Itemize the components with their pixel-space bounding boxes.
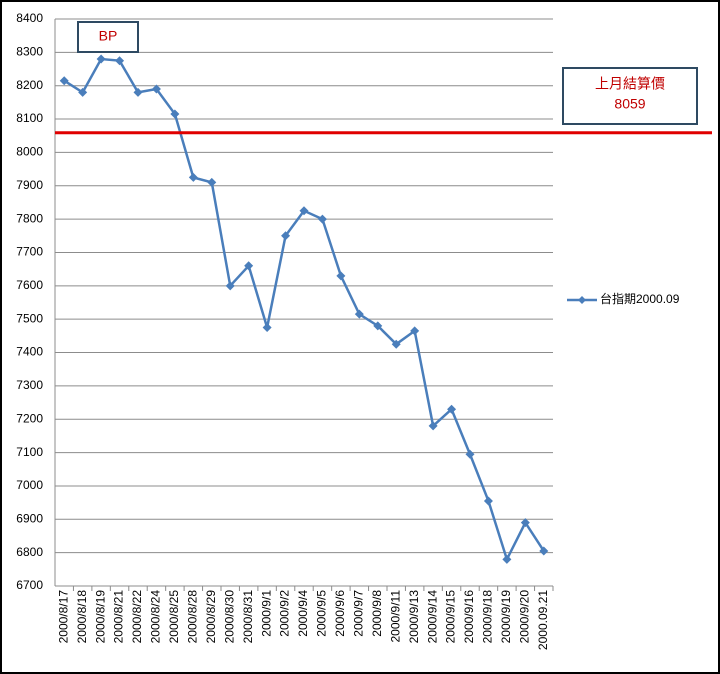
x-tick-label: 2000/8/17	[56, 590, 70, 644]
data-point	[188, 172, 198, 182]
y-tick-label: 8100	[16, 111, 43, 125]
data-point	[336, 271, 346, 281]
y-tick-label: 7500	[16, 311, 43, 325]
data-point	[447, 404, 457, 414]
data-point	[391, 339, 401, 349]
data-point	[539, 546, 549, 556]
x-tick-label: 2000/9/18	[481, 590, 495, 644]
data-point	[410, 326, 420, 336]
x-tick-label: 2000.09.21	[536, 590, 550, 650]
data-point	[483, 496, 493, 506]
legend-label: 台指期2000.09	[600, 291, 680, 306]
y-tick-label: 8200	[16, 78, 43, 92]
x-tick-label: 2000/8/19	[93, 590, 107, 644]
data-point	[133, 87, 143, 97]
y-tick-label: 7200	[16, 411, 43, 425]
y-tick-label: 7000	[16, 478, 43, 492]
data-point	[520, 518, 530, 528]
x-tick-label: 2000/9/2	[278, 590, 292, 637]
y-tick-label: 8400	[16, 11, 43, 25]
y-tick-label: 7600	[16, 278, 43, 292]
data-point	[115, 56, 125, 66]
data-point	[207, 177, 217, 187]
x-tick-label: 2000/8/18	[75, 590, 89, 644]
x-tick-label: 2000/9/13	[407, 590, 421, 644]
data-point	[96, 54, 106, 64]
x-tick-label: 2000/9/5	[315, 590, 329, 637]
annotation-box	[562, 67, 698, 125]
reference-label: 8059	[614, 96, 645, 112]
data-point	[78, 87, 88, 97]
x-tick-label: 2000/9/16	[462, 590, 476, 644]
x-tick-label: 2000/9/6	[333, 590, 347, 637]
x-tick-label: 2000/9/8	[370, 590, 384, 637]
x-tick-label: 2000/9/11	[388, 590, 402, 643]
y-tick-label: 7800	[16, 211, 43, 225]
grid: 6700 6800 6900 7000 7100 7200 7300 7400 7500 7600…	[16, 11, 554, 650]
y-tick-label: 7100	[16, 445, 43, 459]
data-point	[299, 206, 309, 216]
x-tick-label: 2000/8/31	[241, 590, 255, 644]
data-point	[354, 309, 364, 319]
x-tick-label: 2000/8/24	[149, 590, 163, 644]
data-point	[59, 76, 69, 86]
x-tick-label: 2000/9/15	[444, 590, 458, 644]
data-point	[373, 321, 383, 331]
y-tick-label: 7900	[16, 178, 43, 192]
data-point	[428, 421, 438, 431]
data-point	[317, 214, 327, 224]
y-tick-label: 8000	[16, 145, 43, 159]
y-tick-label: 6700	[16, 578, 43, 592]
annotation: BP	[99, 28, 118, 44]
data-point	[502, 554, 512, 564]
y-tick-label: 6800	[16, 545, 43, 559]
x-tick-label: 2000/9/1	[259, 590, 273, 637]
x-tick-label: 2000/8/22	[130, 590, 144, 644]
annotation-box	[77, 21, 139, 53]
data-point	[281, 231, 291, 241]
x-tick-label: 2000/8/25	[167, 590, 181, 644]
plot	[59, 54, 549, 564]
x-tick-label: 2000/8/30	[222, 590, 236, 644]
y-tick-label: 7400	[16, 345, 43, 359]
data-point	[225, 281, 235, 291]
annotation: 上月結算價	[595, 76, 665, 92]
data-point	[170, 109, 180, 119]
x-tick-label: 2000/8/21	[112, 590, 126, 644]
data-point	[244, 261, 254, 271]
x-tick-label: 2000/9/14	[425, 590, 439, 644]
legend-marker	[578, 296, 586, 304]
y-tick-label: 8300	[16, 45, 43, 59]
x-tick-label: 2000/9/19	[499, 590, 513, 644]
x-tick-label: 2000/9/4	[296, 590, 310, 637]
data-point	[465, 449, 475, 459]
x-tick-label: 2000/9/20	[518, 590, 532, 644]
data-point	[262, 323, 272, 333]
y-tick-label: 7300	[16, 378, 43, 392]
x-tick-label: 2000/8/28	[186, 590, 200, 644]
x-tick-label: 2000/8/29	[204, 590, 218, 644]
x-tick-label: 2000/9/7	[352, 590, 366, 637]
y-tick-label: 7700	[16, 245, 43, 259]
data-point	[151, 84, 161, 94]
y-tick-label: 6900	[16, 511, 43, 525]
